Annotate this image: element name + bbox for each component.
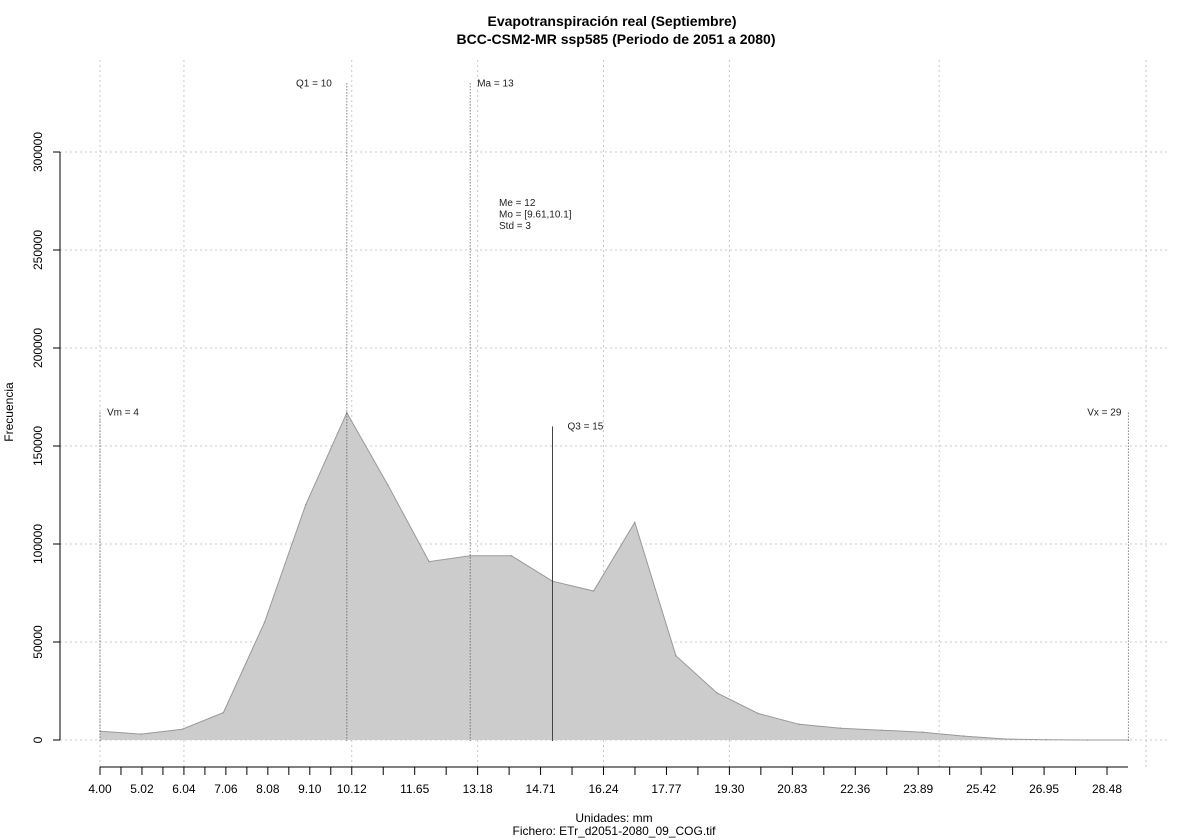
x-tick-label: 28.48: [1092, 782, 1122, 796]
y-tick-label: 200000: [31, 328, 45, 368]
x-tick-label: 22.36: [840, 782, 870, 796]
x-tick-label: 7.06: [214, 782, 238, 796]
file-caption: Fichero: ETr_d2051-2080_09_COG.tif: [513, 824, 717, 838]
x-tick-label: 6.04: [172, 782, 196, 796]
y-tick-label: 0: [31, 736, 45, 743]
x-tick-label: 20.83: [777, 782, 807, 796]
x-tick-label: 10.12: [337, 782, 367, 796]
stat-label: Me = 12: [499, 198, 536, 209]
data-point: [1086, 739, 1089, 741]
x-tick-label: 9.10: [298, 782, 322, 796]
axes: 0 50000 100000 150000 200000 250000 300000 4.00…: [31, 132, 1128, 796]
marker-label: Vx = 29: [1087, 408, 1122, 419]
data-point: [140, 733, 142, 735]
x-tick-label: 26.95: [1029, 782, 1059, 796]
distribution-area: [99, 411, 1130, 741]
x-tick-label: 23.89: [903, 782, 933, 796]
marker-label: Vm = 4: [107, 408, 139, 419]
x-tick-label: 5.02: [130, 782, 154, 796]
y-tick-label: 150000: [31, 426, 45, 466]
data-point: [675, 654, 677, 657]
x-tick-label: 16.24: [588, 782, 618, 796]
x-tick-label: 11.65: [400, 782, 429, 796]
y-tick-label: 300000: [31, 132, 45, 172]
data-point: [387, 484, 389, 487]
area-fill: [100, 412, 1129, 740]
x-tick-label: 4.00: [88, 782, 112, 796]
data-point: [592, 590, 595, 592]
y-tick-label: 50000: [31, 625, 45, 659]
data-point: [963, 735, 965, 737]
chart-title: Evapotranspiración real (Septiembre): [488, 13, 737, 29]
data-point: [263, 621, 266, 624]
y-axis-label: Frecuencia: [2, 382, 16, 442]
statistic-markers: Vm = 4 Q1 = 10 Ma = 13 Q3 = 15 Vx = 29: [99, 78, 1129, 741]
data-point: [222, 711, 225, 714]
data-point: [634, 521, 636, 524]
x-axis-label: Unidades: mm: [575, 811, 652, 825]
data-point: [716, 692, 718, 694]
data-point: [304, 504, 307, 506]
data-point: [1004, 738, 1006, 740]
marker-label: Q1 = 10: [296, 78, 332, 89]
stat-label: Std = 3: [499, 221, 531, 232]
x-tick-label: 19.30: [714, 782, 744, 796]
y-tick-label: 100000: [31, 524, 45, 564]
chart-subtitle: BCC-CSM2-MR ssp585 (Periodo de 2051 a 20…: [457, 31, 776, 47]
data-point: [921, 731, 924, 733]
y-tick-label: 250000: [31, 230, 45, 270]
data-point: [880, 729, 883, 731]
x-tick-label: 17.77: [651, 782, 681, 796]
marker-label: Ma = 13: [477, 78, 514, 89]
data-point: [1045, 739, 1047, 741]
data-point: [181, 728, 184, 730]
data-point: [757, 712, 759, 715]
data-point: [428, 560, 430, 563]
x-tick-label: 13.18: [463, 782, 493, 796]
x-tick-label: 14.71: [526, 782, 556, 796]
data-point: [346, 411, 348, 414]
marker-label: Q3 = 15: [568, 421, 604, 432]
data-point: [510, 555, 513, 557]
x-tick-label: 8.08: [256, 782, 280, 796]
area-outline: [99, 411, 1129, 741]
data-point: [839, 727, 842, 729]
stat-label: Mo = [9.61,10.1]: [499, 210, 572, 221]
x-tick-label: 25.42: [966, 782, 996, 796]
data-point: [798, 723, 801, 726]
